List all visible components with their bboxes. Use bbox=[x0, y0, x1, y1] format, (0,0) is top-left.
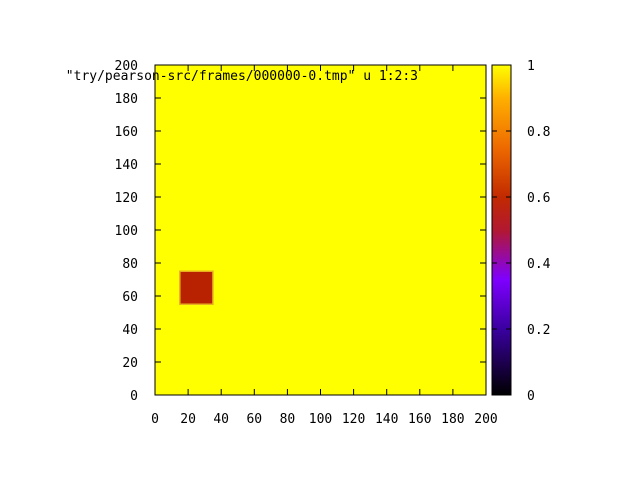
colorbar: 0 0.2 0.4 0.6 0.8 1 bbox=[491, 59, 551, 404]
x-tick-label: 160 bbox=[408, 412, 431, 427]
x-tick-label: 80 bbox=[280, 412, 296, 427]
x-tick-label: 200 bbox=[474, 412, 497, 427]
x-tick-label: 40 bbox=[213, 412, 229, 427]
colorbar-tick-label: 0.2 bbox=[527, 323, 550, 338]
key-title: "try/pearson-src/frames/000000-0.tmp" u … bbox=[66, 69, 418, 84]
colorbar-ticks: 0 0.2 0.4 0.6 0.8 1 bbox=[492, 59, 551, 404]
y-tick-label: 60 bbox=[122, 290, 138, 305]
heatmap-regions bbox=[179, 270, 214, 305]
y-tick-label: 20 bbox=[122, 356, 138, 371]
y-tick-label: 180 bbox=[115, 92, 138, 107]
y-tick-label: 140 bbox=[115, 158, 138, 173]
heatmap-region-0 bbox=[179, 270, 214, 305]
colorbar-tick-label: 0.8 bbox=[527, 125, 550, 140]
x-tick-label: 0 bbox=[151, 412, 159, 427]
x-tick-label: 180 bbox=[441, 412, 464, 427]
y-tick-label: 120 bbox=[115, 191, 138, 206]
y-tick-label: 80 bbox=[122, 257, 138, 272]
y-tick-label: 0 bbox=[130, 389, 138, 404]
y-tick-label: 200 bbox=[115, 59, 138, 74]
colorbar-tick-label: 0.4 bbox=[527, 257, 551, 272]
plot-area: 0 20 40 60 80 100 120 140 160 180 200 0 20 40 60 80 100 1… bbox=[115, 59, 498, 427]
heatmap-background bbox=[155, 65, 486, 395]
colorbar-tick-label: 0 bbox=[527, 389, 535, 404]
x-tick-label: 20 bbox=[180, 412, 196, 427]
colorbar-tick-label: 0.6 bbox=[527, 191, 550, 206]
x-tick-label: 100 bbox=[309, 412, 332, 427]
colorbar-gradient bbox=[492, 65, 511, 395]
x-tick-label: 60 bbox=[246, 412, 262, 427]
colorbar-tick-label: 1 bbox=[527, 59, 535, 74]
y-tick-label: 160 bbox=[115, 125, 138, 140]
colorbar-border bbox=[491, 64, 512, 396]
x-tick-label: 120 bbox=[342, 412, 365, 427]
y-tick-label: 100 bbox=[115, 224, 138, 239]
axis-ticks: 0 20 40 60 80 100 120 140 160 180 200 0 20 40 60 80 100 1… bbox=[115, 59, 498, 427]
y-tick-label: 40 bbox=[122, 323, 138, 338]
x-tick-label: 140 bbox=[375, 412, 398, 427]
